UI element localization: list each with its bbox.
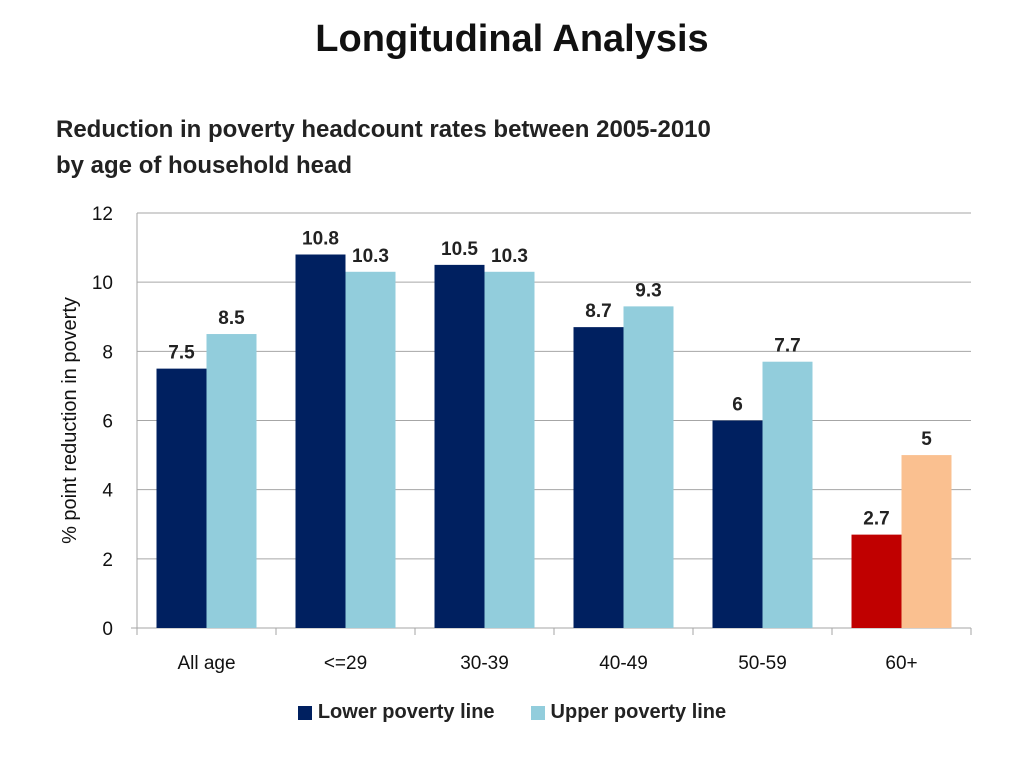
bar-lower-poverty-line: [434, 264, 485, 628]
data-label-lower: 2.7: [863, 509, 889, 530]
bar-lower-poverty-line: [156, 368, 207, 628]
x-tick-label: <=29: [324, 653, 367, 674]
legend-label-lower: Lower poverty line: [317, 701, 495, 723]
bar-upper-poverty-line: [484, 271, 535, 628]
bar-lower-poverty-line: [295, 254, 346, 628]
bar-lower-poverty-line: [712, 420, 763, 628]
data-label-upper: 10.3: [491, 246, 528, 267]
subtitle-line-1: Reduction in poverty headcount rates bet…: [56, 116, 711, 143]
subtitle-line-2: by age of household head: [56, 152, 353, 179]
data-label-upper: 10.3: [352, 246, 389, 267]
bar-upper-poverty-line: [345, 271, 396, 628]
x-tick-label: 60+: [885, 653, 917, 674]
y-tick-label: 2: [102, 550, 113, 571]
data-label-upper: 7.7: [774, 336, 800, 357]
y-tick-label: 6: [102, 412, 113, 433]
bar-lower-poverty-line: [573, 327, 624, 628]
data-label-upper: 5: [921, 429, 932, 450]
chart-legend: Lower poverty line Upper poverty line: [0, 701, 1024, 724]
data-label-lower: 6: [732, 395, 743, 416]
x-tick-label: All age: [177, 653, 235, 674]
y-tick-label: 10: [92, 273, 113, 294]
legend-swatch-upper: [530, 705, 545, 720]
legend-item-upper: Upper poverty line: [530, 701, 727, 724]
data-label-lower: 10.5: [441, 239, 478, 260]
bar-upper-poverty-line: [623, 306, 674, 628]
legend-label-upper: Upper poverty line: [550, 701, 727, 723]
legend-item-lower: Lower poverty line: [297, 701, 495, 724]
y-tick-label: 4: [102, 481, 113, 502]
bar-upper-poverty-line: [206, 334, 257, 628]
data-label-upper: 9.3: [635, 280, 661, 301]
legend-swatch-lower: [297, 705, 312, 720]
x-tick-label: 30-39: [460, 653, 509, 674]
bar-lower-poverty-line: [851, 534, 902, 628]
y-tick-label: 12: [92, 204, 113, 225]
bar-upper-poverty-line: [762, 361, 813, 628]
x-tick-label: 40-49: [599, 653, 648, 674]
data-label-lower: 10.8: [302, 229, 339, 250]
bar-upper-poverty-line: [901, 455, 952, 628]
page-title: Longitudinal Analysis: [315, 18, 709, 60]
y-tick-label: 0: [102, 619, 113, 640]
y-axis-label: % point reduction in poverty: [59, 297, 81, 544]
chart-subtitle: Reduction in poverty headcount rates bet…: [56, 112, 711, 184]
data-label-upper: 8.5: [218, 308, 245, 329]
data-label-lower: 8.7: [585, 301, 611, 322]
x-tick-label: 50-59: [738, 653, 787, 674]
data-label-lower: 7.5: [168, 343, 195, 364]
y-tick-label: 8: [102, 342, 113, 363]
